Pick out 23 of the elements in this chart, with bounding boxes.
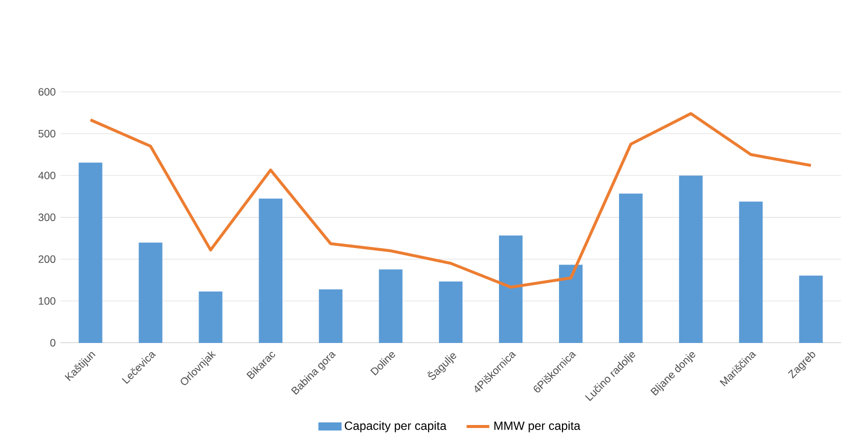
- bar: [78, 162, 102, 344]
- y-tick-label: 500: [38, 130, 56, 138]
- y-tick-label: 200: [38, 255, 56, 263]
- y-tick-label: 100: [38, 297, 56, 305]
- legend-label: MMW per capita: [494, 421, 580, 432]
- bar: [619, 194, 643, 344]
- y-tick-label: 400: [38, 172, 56, 180]
- bar: [138, 242, 162, 344]
- line-series: [89, 112, 812, 289]
- bar: [378, 269, 402, 344]
- legend-label: Capacity per capita: [344, 421, 447, 432]
- bar: [799, 276, 823, 344]
- bar: [679, 176, 703, 344]
- y-tick-label: 300: [38, 214, 56, 222]
- bar: [498, 236, 523, 344]
- bar: [318, 289, 342, 344]
- bar: [198, 292, 222, 344]
- y-tick-label: 0: [50, 339, 56, 347]
- y-tick-label: 600: [38, 88, 56, 96]
- bar: [258, 198, 282, 344]
- bar: [739, 202, 763, 344]
- bar: [438, 282, 463, 344]
- bar: [559, 264, 583, 344]
